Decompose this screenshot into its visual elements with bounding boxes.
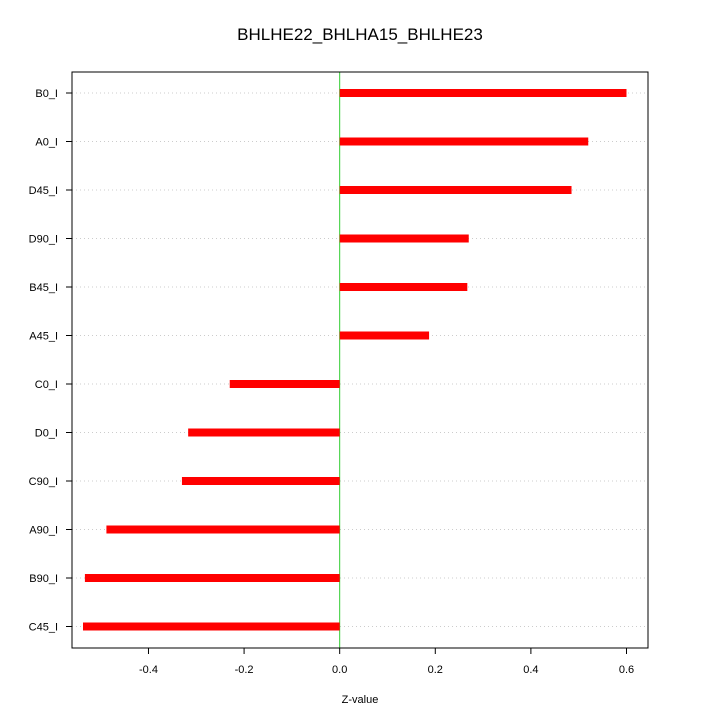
y-tick-label: B0_I	[35, 88, 58, 100]
bar-D45_I	[339, 186, 572, 194]
bar-B45_I	[339, 283, 468, 291]
x-tick-label: 0.2	[428, 664, 443, 676]
bar-D0_I	[188, 428, 340, 437]
x-axis-label: Z-value	[342, 694, 379, 706]
y-tick-label: A90_I	[29, 525, 58, 537]
plot-frame	[71, 71, 649, 649]
bar-B0_I	[339, 89, 627, 97]
bar-C0_I	[229, 380, 340, 388]
x-tick-label: 0.6	[619, 664, 634, 676]
x-tick-label: 0.4	[523, 664, 538, 676]
chart-title: BHLHE22_BHLHA15_BHLHE23	[237, 25, 483, 44]
y-tick-label: A0_I	[35, 137, 58, 149]
y-tick-label: D45_I	[29, 185, 58, 197]
y-tick-label: C45_I	[29, 622, 58, 634]
y-tick-label: D90_I	[29, 234, 58, 246]
y-tick-label: C90_I	[29, 476, 58, 488]
y-tick-label: D0_I	[35, 428, 58, 440]
bar-D90_I	[339, 234, 469, 243]
bar-A45_I	[339, 331, 430, 340]
grid-lines	[72, 92, 648, 627]
y-tick-label: A45_I	[29, 331, 58, 343]
y-tick-label: C0_I	[35, 379, 58, 391]
bars	[82, 89, 627, 631]
bar-B90_I	[84, 574, 340, 582]
bar-C45_I	[82, 622, 340, 631]
bar-A90_I	[106, 525, 340, 534]
bar-C90_I	[181, 477, 340, 485]
y-tick-label: B45_I	[29, 282, 58, 294]
x-axis: -0.4 -0.2 0.0 0.2 0.4 0.6	[139, 648, 634, 676]
bar-A0_I	[339, 137, 589, 146]
x-tick-label: -0.2	[235, 664, 254, 676]
x-tick-label: -0.4	[139, 664, 158, 676]
y-tick-label: B90_I	[29, 573, 58, 585]
x-tick-label: 0.0	[332, 664, 347, 676]
y-axis: B0_I A0_I D45_I D90_I B45_I A45_I C0_I D0_I C90_…	[29, 88, 72, 634]
